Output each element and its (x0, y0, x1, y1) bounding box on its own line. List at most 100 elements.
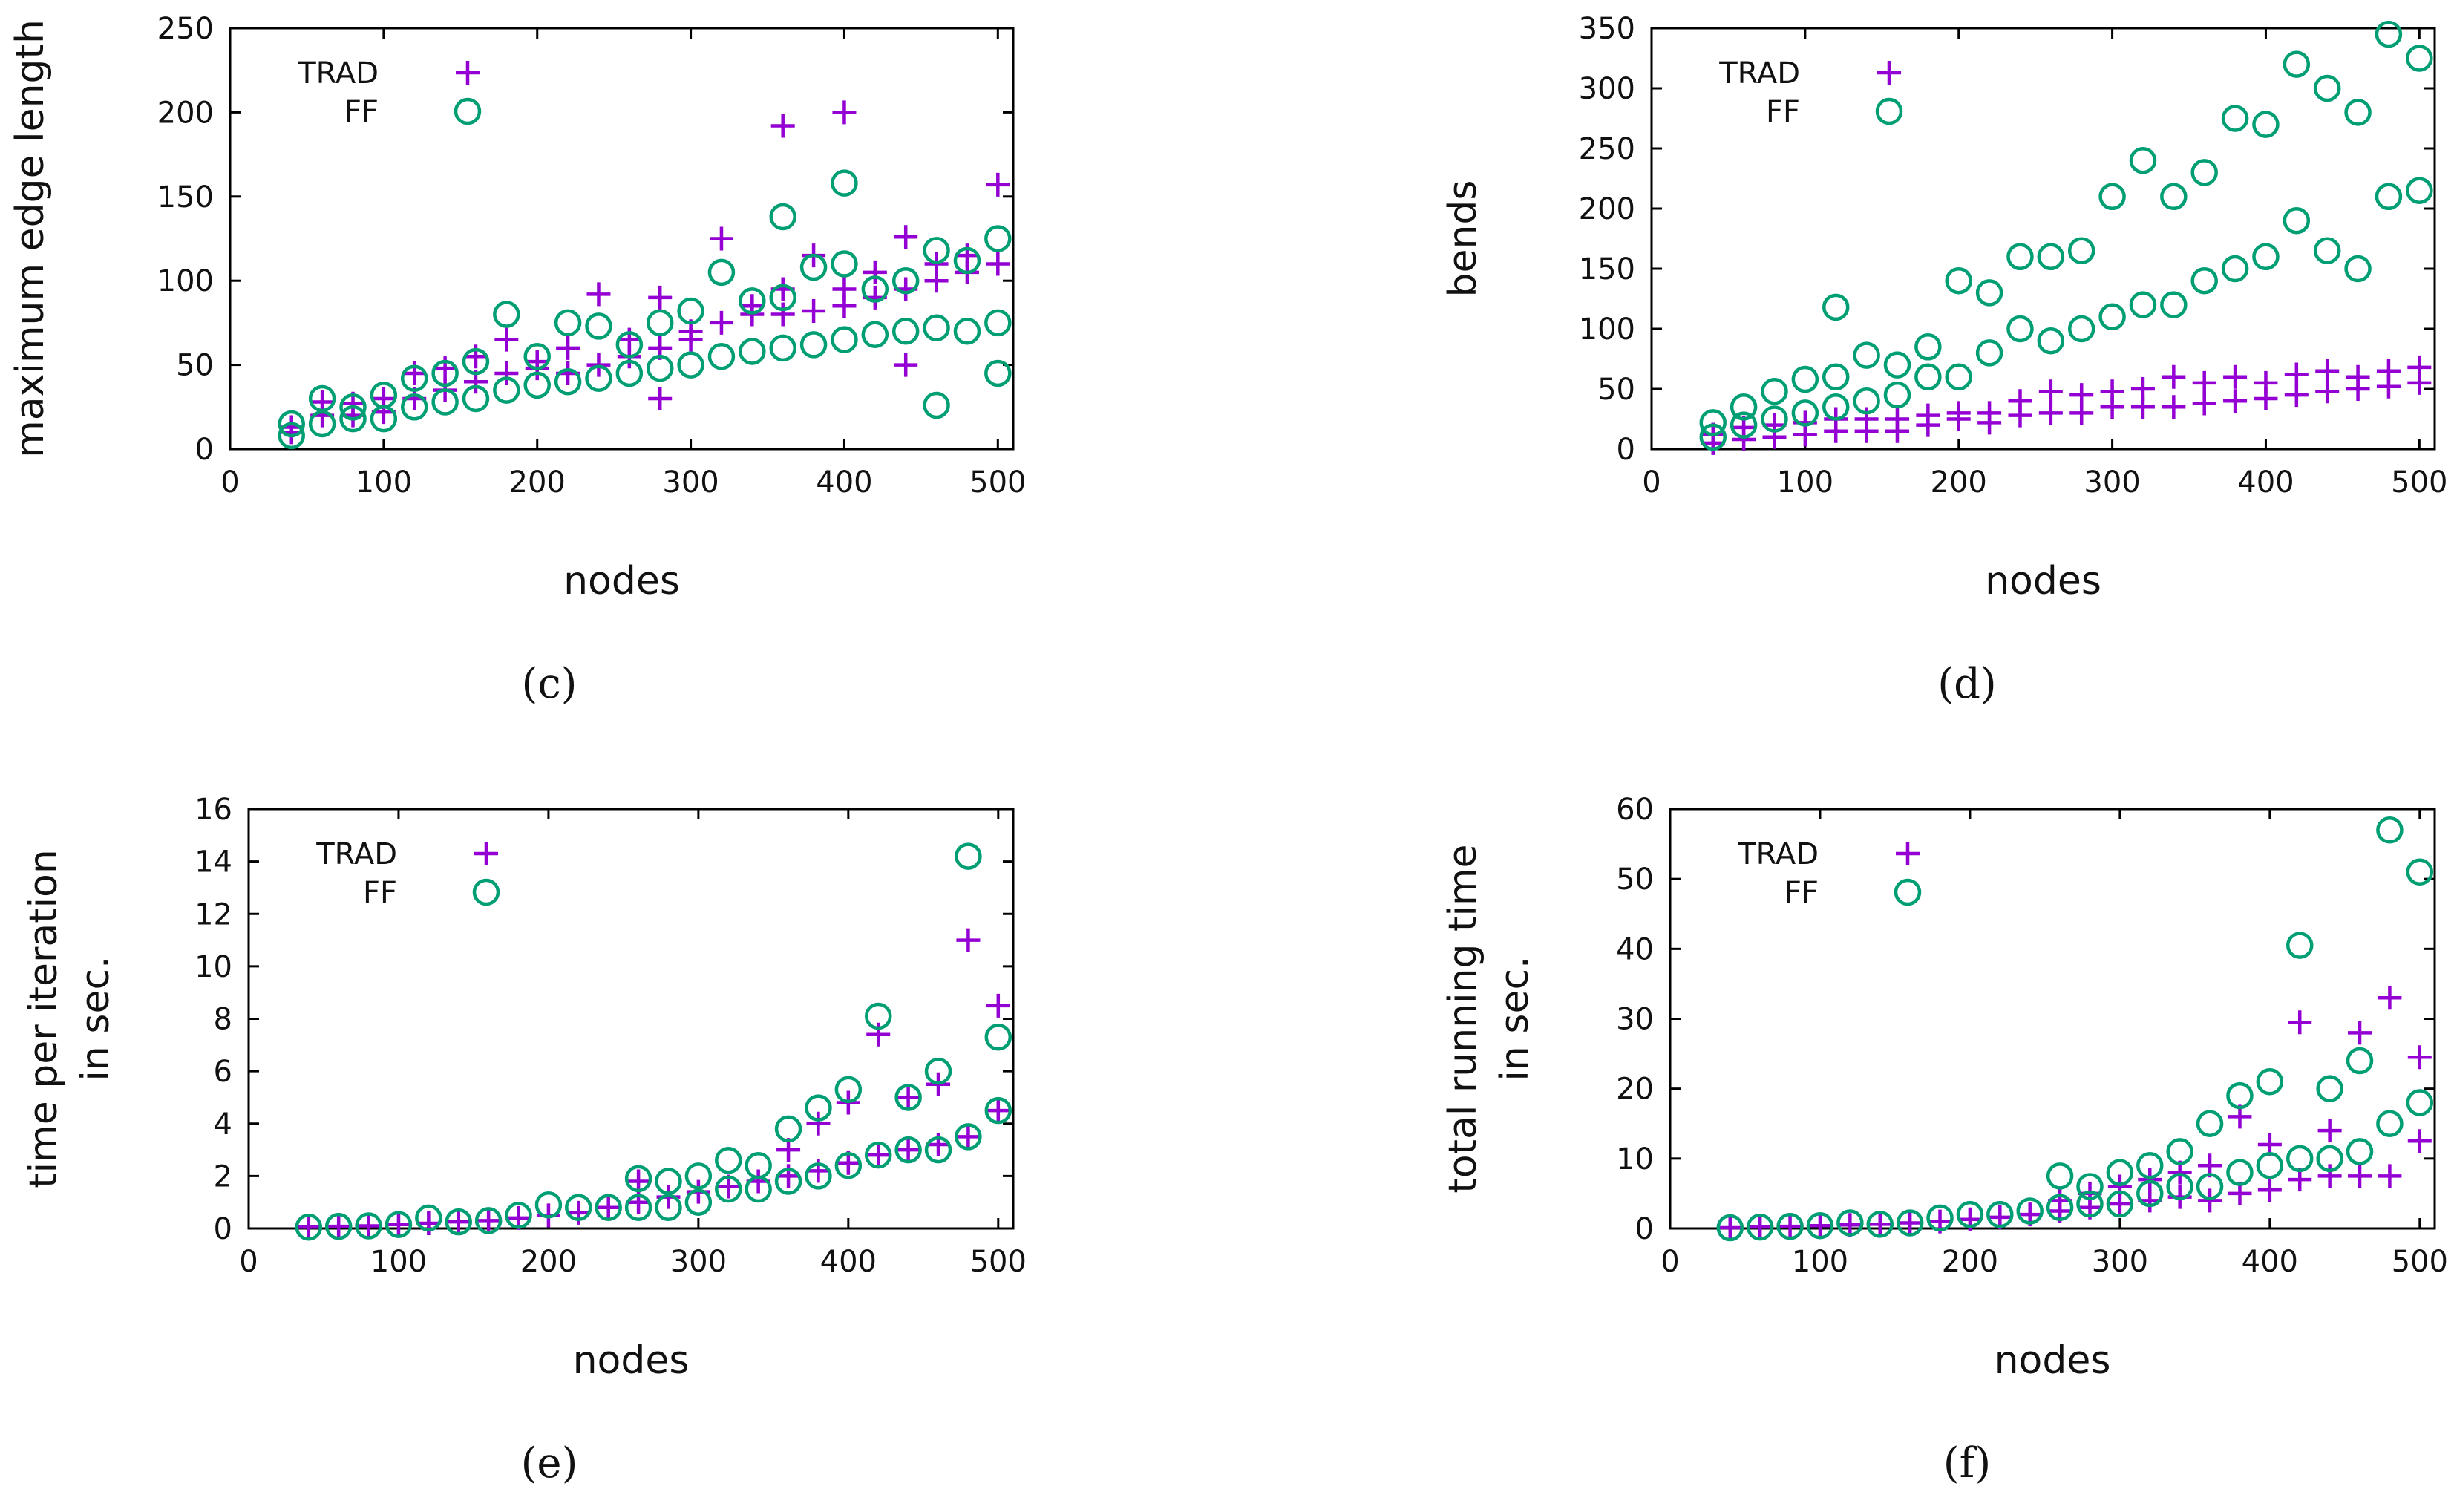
ff-point (493, 376, 520, 404)
ff-point (1914, 333, 1942, 361)
trad-point (2162, 364, 2186, 389)
ff-point (523, 343, 551, 370)
ff-point (370, 382, 398, 409)
series-trad (1701, 355, 2432, 455)
ff-point (431, 388, 459, 416)
trad-point (296, 1215, 321, 1240)
legend-label-trad: TRAD (297, 56, 379, 91)
legend-label-trad: TRAD (1737, 837, 1819, 871)
trad-point (2107, 1174, 2132, 1199)
ff-point (1822, 293, 1850, 321)
trad-point (863, 260, 887, 284)
y-tick-label: 2 (214, 1159, 232, 1194)
x-tick-label: 200 (1931, 465, 1987, 500)
y-tick-label: 200 (1579, 192, 1635, 226)
ff-point (834, 1152, 863, 1179)
y-tick-label: 14 (194, 845, 232, 880)
ff-point (2006, 243, 2034, 271)
trad-point (648, 386, 673, 410)
y-tick-label: 0 (195, 433, 214, 467)
trad-point (556, 336, 580, 360)
ff-point (2256, 1068, 2284, 1096)
ff-point (1730, 393, 1758, 421)
ff-point (2406, 1089, 2434, 1116)
ff-point (2283, 50, 2311, 78)
trad-point (806, 1159, 831, 1183)
ff-point (431, 359, 459, 387)
ff-point (2196, 1110, 2224, 1137)
y-tick-label: 60 (1616, 793, 1654, 827)
trad-point (1718, 1216, 1742, 1240)
plot-frame (247, 808, 1015, 1230)
x-tick-label: 500 (970, 1245, 1027, 1279)
y-tick-label: 100 (1579, 312, 1635, 347)
trad-point (2346, 364, 2370, 389)
x-tick-label: 400 (2242, 1245, 2298, 1279)
trad-point (2138, 1168, 2162, 1192)
ff-point (445, 1208, 472, 1236)
ff-point (339, 405, 367, 433)
ff-point (1716, 1214, 1744, 1242)
trad-point (2130, 377, 2155, 401)
trad-point (894, 353, 918, 377)
ff-point (1822, 363, 1850, 391)
trad-point (2038, 401, 2063, 425)
x-tick-label: 400 (820, 1245, 877, 1279)
ff-point (534, 1191, 563, 1219)
ff-point (2344, 255, 2372, 283)
ff-point (2256, 1152, 2284, 1179)
ff-point (677, 297, 704, 325)
trad-point (2288, 1010, 2312, 1035)
ff-point (2160, 291, 2188, 318)
ff-point (2375, 183, 2403, 211)
ff-point (339, 393, 367, 421)
x-tick-label: 200 (520, 1245, 577, 1279)
ff-point (1853, 387, 1880, 415)
legend-label-trad: TRAD (1718, 56, 1800, 91)
trad-point (626, 1190, 651, 1214)
y-tick-label: 50 (176, 349, 214, 383)
ff-point (831, 169, 858, 197)
y-tick-label: 6 (214, 1055, 232, 1089)
chart-panel-f: 0 100 200 300 400 500 0 10 20 30 40 50 60 nodes total … (1441, 793, 2448, 1488)
y-tick-label: 30 (1616, 1003, 1654, 1037)
ff-point (739, 338, 766, 365)
x-axis-label: nodes (563, 559, 680, 603)
trad-point (1977, 401, 2002, 425)
x-tick-label: 300 (2092, 1245, 2148, 1279)
trad-point (709, 310, 733, 335)
ff-point (2283, 206, 2311, 235)
trad-point (1885, 407, 1909, 431)
x-tick-label: 200 (509, 465, 566, 500)
y-tick-label: 0 (1635, 1212, 1654, 1246)
x-tick-label: 0 (239, 1245, 258, 1279)
legend-ff-marker (472, 878, 500, 906)
trad-point (2348, 1021, 2372, 1045)
ff-point (1699, 409, 1727, 436)
series-trad (296, 928, 1010, 1240)
ff-point (769, 284, 796, 312)
panel-caption: (f) (1943, 1439, 1991, 1488)
panel-caption: (d) (1937, 660, 1997, 708)
legend-label-trad: TRAD (315, 837, 397, 871)
x-tick-label: 400 (2237, 465, 2294, 500)
trad-point (956, 928, 981, 952)
ff-point (2067, 315, 2095, 343)
series-ff (1716, 816, 2434, 1242)
legend-ff-marker (1894, 878, 1922, 906)
ff-point (924, 1057, 952, 1085)
ff-point (953, 246, 981, 275)
trad-point (986, 172, 1010, 197)
ff-point (2316, 1075, 2343, 1102)
plot-frame (1650, 27, 2436, 451)
ff-point (1791, 365, 1819, 393)
trad-point (2192, 391, 2216, 416)
ff-point (2344, 99, 2372, 126)
trad-point (566, 1200, 591, 1225)
x-tick-label: 200 (1942, 1245, 1998, 1279)
trad-point (416, 1211, 441, 1235)
trad-point (832, 277, 857, 301)
ff-point (2098, 183, 2126, 211)
ff-point (1699, 423, 1727, 451)
ff-point (385, 1211, 413, 1238)
